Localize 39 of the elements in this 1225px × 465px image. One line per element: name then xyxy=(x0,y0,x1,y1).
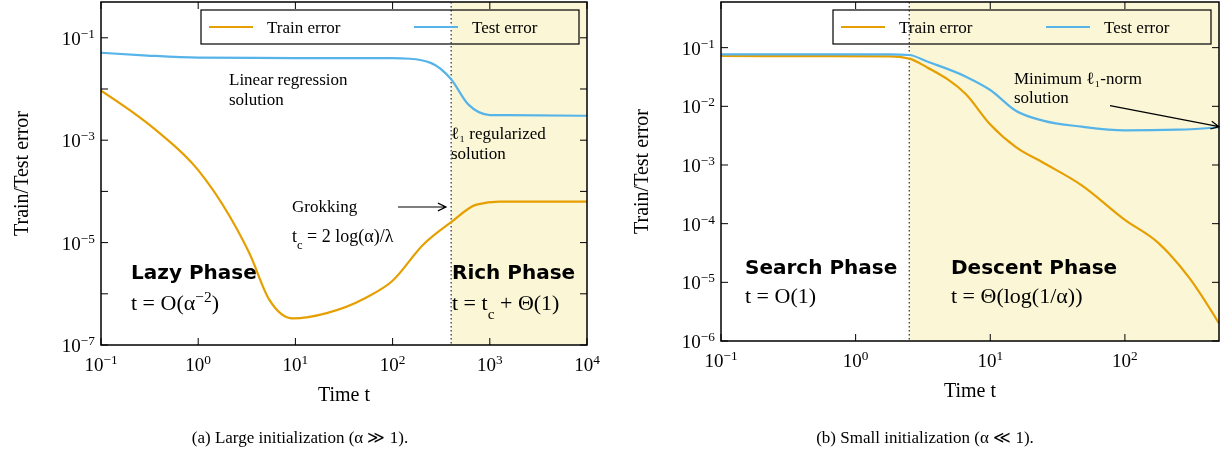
y-tick-label: 10$^{−3}$ xyxy=(681,152,716,176)
y-tick-label: 10$^{−5}$ xyxy=(681,269,716,294)
x-tick-label: 10$^{4}$ xyxy=(574,351,601,375)
y-tick-label: 10$^{−5}$ xyxy=(61,230,96,254)
x-tick-label: 10$^{1}$ xyxy=(282,351,309,375)
x-tick-label: 10$^{2}$ xyxy=(1112,347,1138,371)
y-tick-label: 10$^{−1}$ xyxy=(61,25,95,49)
y-tick-label: 10$^{−4}$ xyxy=(681,211,716,235)
legend-label: Test error xyxy=(472,18,538,37)
x-tick-label: 10$^{2}$ xyxy=(379,351,406,375)
text: (a) Large initialization (α ≫ 1). xyxy=(191,428,409,447)
annotation: Search Phase xyxy=(745,255,898,279)
annotation: Minimum ℓ₁-norm solution xyxy=(1014,68,1142,108)
annotation: ℓ₁ regularized solution xyxy=(451,124,547,163)
annotation: Grokking xyxy=(292,197,358,216)
x-axis-title: Time t xyxy=(943,379,997,401)
x-tick-label: 10$^{3}$ xyxy=(476,351,503,375)
legend-label: Train error xyxy=(267,18,341,37)
text: (b) Small initialization (α ≪ 1). xyxy=(816,428,1034,447)
annotation: Descent Phase xyxy=(951,255,1118,279)
annotation: Rich Phase xyxy=(452,260,576,284)
annotation: t = O(1) xyxy=(745,283,817,308)
y-tick-label: 10$^{−1}$ xyxy=(681,35,715,59)
annotation: t = t$_{c}$ + Θ(1) xyxy=(452,290,560,322)
legend-label: Test error xyxy=(1104,18,1170,37)
annotation: t = O(α$^{−2}$) xyxy=(131,287,219,315)
y-tick-label: 10$^{−3}$ xyxy=(61,127,96,152)
annotation: Lazy Phase xyxy=(131,260,257,284)
x-tick-label: 10$^{0}$ xyxy=(185,351,212,375)
x-axis-title: Time t xyxy=(317,383,371,405)
annotation: Linear regression solution xyxy=(229,70,348,109)
y-axis-title: Train/Test error xyxy=(10,110,32,237)
y-tick-label: 10$^{−2}$ xyxy=(681,93,715,118)
annotation: t = Θ(log(1/α)) xyxy=(951,283,1083,308)
x-tick-label: 10$^{1}$ xyxy=(977,347,1004,371)
legend-label: Train error xyxy=(899,18,973,37)
annotation: t$_{c}$ = 2 log(α)/λ xyxy=(292,226,394,252)
y-axis-title: Train/Test error xyxy=(630,108,652,235)
x-tick-label: 10$^{0}$ xyxy=(842,347,869,371)
